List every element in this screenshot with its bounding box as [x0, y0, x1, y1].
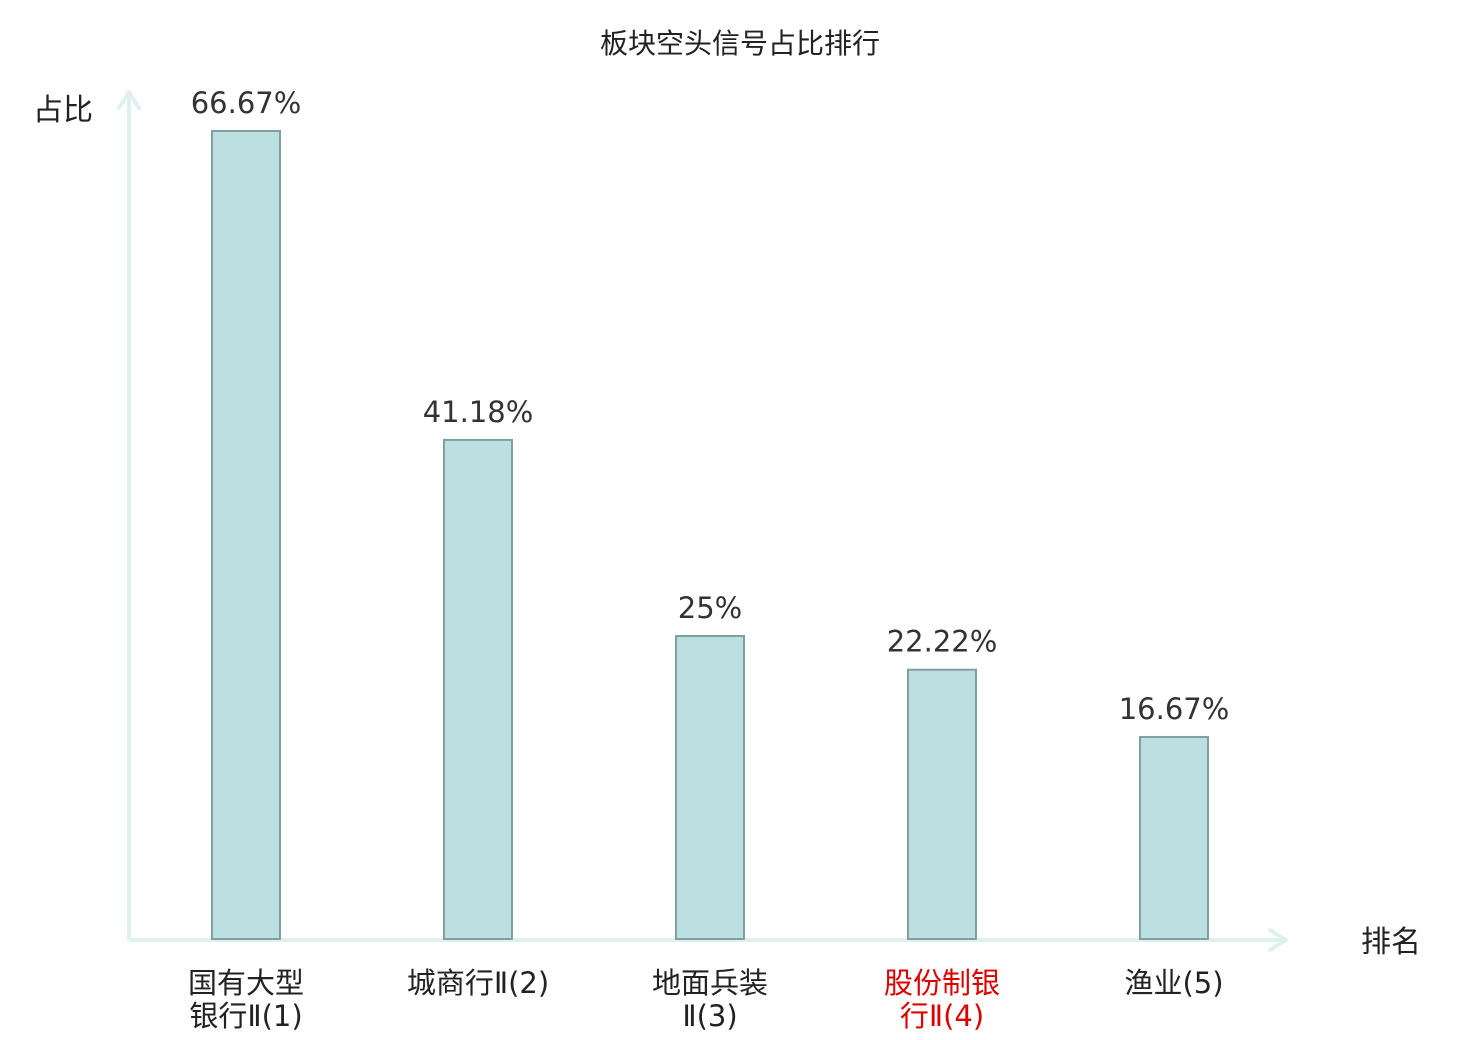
- x-tick-label: 银行Ⅱ(1): [189, 999, 302, 1033]
- x-tick-label: 城商行Ⅱ(2): [407, 966, 549, 1000]
- chart-title: 板块空头信号占比排行: [600, 27, 880, 60]
- y-axis-label: 占比: [33, 93, 93, 128]
- bar: [1139, 735, 1209, 941]
- data-label: 25%: [678, 591, 742, 625]
- x-tick-label: 地面兵装: [652, 966, 768, 1000]
- bar: [675, 635, 745, 940]
- bar: [443, 438, 513, 940]
- x-tick-label: 渔业(5): [1124, 966, 1223, 1000]
- data-label: 41.18%: [423, 395, 534, 429]
- x-tick-label: 行Ⅱ(4): [900, 999, 984, 1033]
- x-tick-label: 股份制银: [884, 966, 1000, 1000]
- x-tick-label: 国有大型: [188, 966, 304, 1000]
- x-axis-arrow-icon: [1268, 928, 1288, 952]
- data-label: 66.67%: [191, 86, 302, 120]
- y-axis-arrow-icon: [117, 90, 141, 110]
- x-axis-label: 排名: [1361, 925, 1421, 960]
- data-label: 16.67%: [1119, 692, 1230, 726]
- data-label: 22.22%: [887, 625, 998, 659]
- bars-group: [211, 130, 1209, 941]
- bar: [211, 130, 281, 940]
- value-labels-group: 66.67% 41.18% 25% 22.22% 16.67%: [191, 86, 1230, 726]
- bar: [907, 668, 977, 941]
- x-tick-label: Ⅱ(3): [682, 999, 737, 1033]
